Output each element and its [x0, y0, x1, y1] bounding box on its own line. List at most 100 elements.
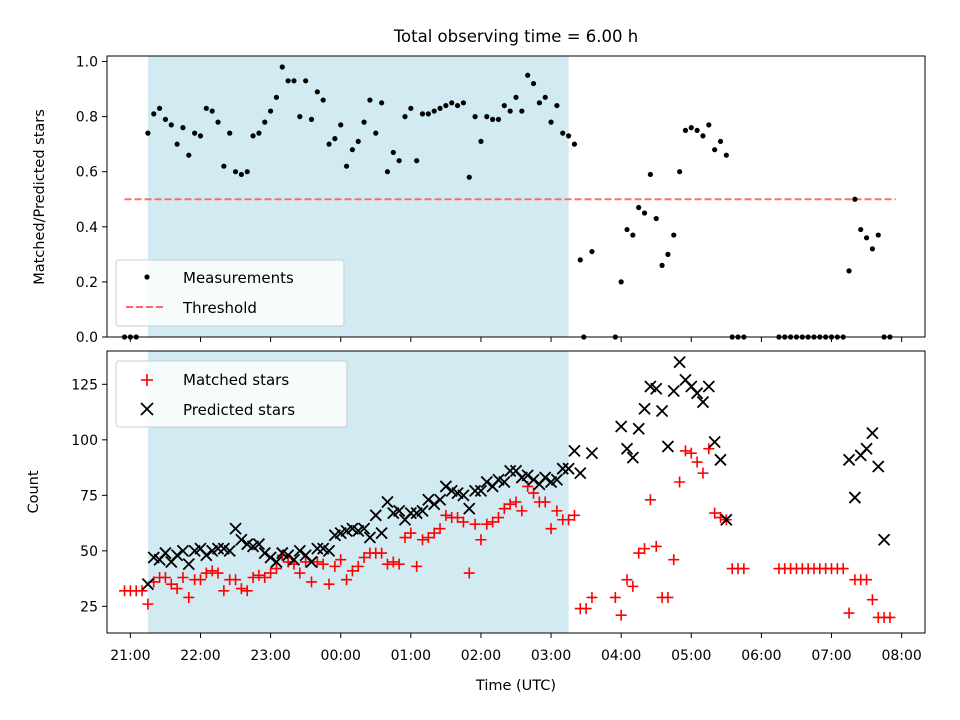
measurement-point: [659, 262, 665, 268]
bottom-y-ticks: 25 50 75 100 125: [71, 377, 107, 615]
bottom-y-axis-label: Count: [26, 470, 42, 513]
measurement-point: [560, 130, 566, 136]
measurement-point: [454, 102, 461, 109]
matched-star-point: [504, 498, 516, 510]
measurement-point: [525, 72, 531, 78]
measurement-point: [221, 163, 227, 169]
measurement-point: [273, 94, 280, 100]
measurement-point: [151, 111, 157, 117]
measurement-point: [186, 152, 192, 158]
measurement-point: [530, 80, 537, 87]
predicted-star-point: [258, 546, 271, 560]
predicted-star-point: [281, 549, 295, 562]
x-tick-label: 05:00: [671, 648, 711, 664]
measurement-point: [548, 119, 554, 125]
matched-star-point: [492, 512, 504, 524]
predicted-star-point: [200, 549, 213, 562]
matched-star-point: [884, 611, 896, 623]
measurement-point: [343, 163, 350, 169]
measurement-point: [215, 119, 221, 125]
matched-star-point: [516, 505, 528, 517]
measurement-point: [565, 133, 572, 139]
x-tick-label: 21:00: [110, 648, 150, 664]
measurement-point: [571, 141, 578, 147]
measurement-point: [379, 100, 385, 106]
matched-star-point: [235, 583, 247, 595]
matched-star-point: [247, 571, 259, 583]
measurement-point: [466, 174, 472, 180]
measurement-point: [554, 102, 560, 109]
measurement-point: [232, 169, 239, 175]
matched-star-point: [528, 487, 540, 499]
matched-star-point: [861, 574, 873, 586]
predicted-star-point: [877, 533, 891, 546]
predicted-star-point: [673, 355, 686, 369]
matched-star-point: [159, 571, 171, 583]
matched-star-point: [481, 518, 493, 530]
measurement-point: [536, 100, 542, 106]
matched-star-point: [393, 558, 405, 570]
measurement-point: [723, 152, 729, 158]
predicted-star-point: [170, 549, 184, 562]
matched-star-point: [335, 554, 347, 566]
predicted-star-point: [866, 427, 879, 440]
matched-star-point: [685, 447, 697, 459]
measurement-point: [513, 94, 519, 100]
matched-star-point: [306, 576, 317, 588]
measurement-point: [320, 97, 326, 103]
predicted-star-point: [480, 475, 493, 489]
x-tick-label: 22:00: [180, 648, 220, 664]
bottom-x-ticks: 21:00 22:00 23:00 00:00 01:00 02:00 03:00 04:00…: [110, 633, 922, 664]
matched-star-point: [171, 583, 183, 595]
matched-star-point: [346, 565, 358, 577]
measurement-point: [852, 196, 858, 202]
measurement-point: [419, 111, 426, 117]
predicted-star-point: [872, 460, 885, 473]
measurement-point: [688, 125, 694, 131]
matched-star-point: [539, 496, 551, 508]
measurement-point: [507, 108, 513, 114]
matched-star-point: [545, 523, 557, 535]
y-tick-label: 0.0: [76, 330, 98, 346]
y-tick-label: 1.0: [76, 55, 98, 71]
matched-star-point: [323, 578, 335, 590]
predicted-star-point: [860, 442, 873, 455]
measurement-point: [577, 257, 583, 263]
measurement-point: [490, 116, 496, 122]
x-axis-label: Time (UTC): [475, 678, 556, 694]
legend-label-threshold: Threshold: [182, 299, 257, 317]
measurement-point: [355, 138, 361, 145]
predicted-star-point: [305, 555, 318, 569]
predicted-star-point: [422, 493, 435, 506]
predicted-star-point: [690, 387, 704, 400]
measurement-point: [244, 169, 250, 175]
matched-star-point: [259, 571, 271, 583]
measurement-point: [279, 64, 285, 70]
measurement-point: [162, 116, 169, 122]
legend-plus-marker: [141, 374, 153, 386]
measurement-point: [542, 94, 548, 100]
legend-dot-marker: [144, 274, 150, 280]
predicted-star-point: [433, 493, 447, 506]
x-tick-label: 06:00: [741, 648, 781, 664]
measurement-point: [361, 119, 367, 125]
y-tick-label: 0.2: [76, 275, 98, 291]
matched-star-point: [633, 547, 645, 559]
measurement-point: [519, 108, 525, 114]
predicted-star-point: [539, 471, 552, 484]
figure-title: Total observing time = 6.00 h: [393, 27, 638, 46]
measurement-point: [449, 100, 455, 106]
predicted-star-point: [498, 475, 511, 489]
measurement-point: [402, 114, 408, 120]
measurement-point: [665, 251, 671, 257]
predicted-star-point: [211, 542, 225, 555]
matched-star-point: [650, 540, 662, 552]
top-axes-frame: [106, 55, 926, 338]
measurement-point: [863, 235, 870, 241]
predicted-star-point: [287, 553, 301, 566]
matched-star-point: [668, 554, 680, 566]
measurement-point: [373, 130, 379, 136]
matched-star-point: [183, 591, 195, 603]
matched-star-point: [586, 591, 598, 603]
top-legend: Measurements Threshold: [115, 259, 345, 327]
